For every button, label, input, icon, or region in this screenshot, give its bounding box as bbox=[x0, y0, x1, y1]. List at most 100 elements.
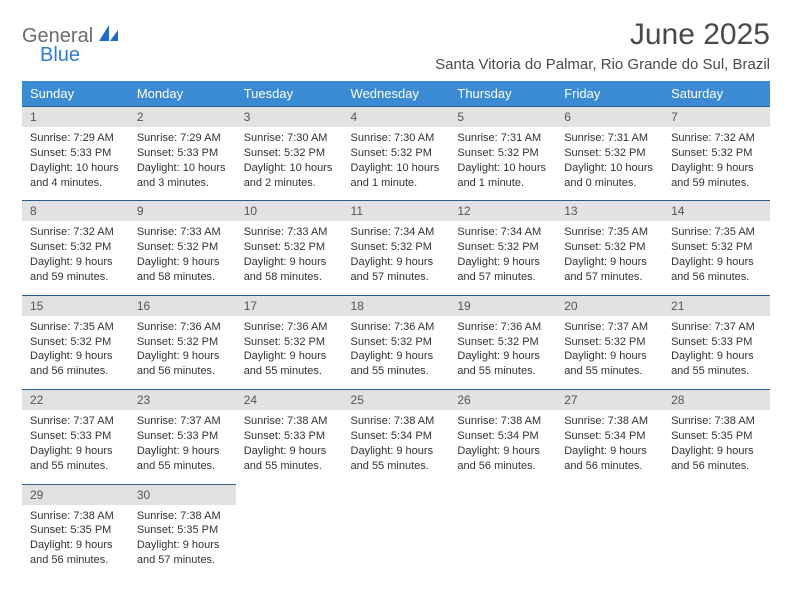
calendar-week-row: 29Sunrise: 7:38 AMSunset: 5:35 PMDayligh… bbox=[22, 484, 770, 578]
daylight-line: Daylight: 9 hours and 55 minutes. bbox=[351, 349, 442, 379]
calendar-day-cell: 23Sunrise: 7:37 AMSunset: 5:33 PMDayligh… bbox=[129, 389, 236, 483]
calendar-week-row: 8Sunrise: 7:32 AMSunset: 5:32 PMDaylight… bbox=[22, 200, 770, 294]
daylight-line: Daylight: 9 hours and 55 minutes. bbox=[351, 444, 442, 474]
daylight-line: Daylight: 10 hours and 0 minutes. bbox=[564, 161, 655, 191]
sunrise-line: Sunrise: 7:33 AM bbox=[137, 225, 228, 240]
sunrise-line: Sunrise: 7:29 AM bbox=[30, 131, 121, 146]
daylight-line: Daylight: 9 hours and 56 minutes. bbox=[30, 349, 121, 379]
sunrise-line: Sunrise: 7:36 AM bbox=[457, 320, 548, 335]
sunrise-line: Sunrise: 7:31 AM bbox=[457, 131, 548, 146]
sunrise-line: Sunrise: 7:32 AM bbox=[30, 225, 121, 240]
weekday-header: Tuesday bbox=[236, 81, 343, 106]
daylight-line: Daylight: 9 hours and 55 minutes. bbox=[30, 444, 121, 474]
day-number: 7 bbox=[663, 106, 770, 127]
calendar-day-cell: 19Sunrise: 7:36 AMSunset: 5:32 PMDayligh… bbox=[449, 295, 556, 389]
calendar-day-cell bbox=[556, 484, 663, 578]
sunset-line: Sunset: 5:32 PM bbox=[351, 146, 442, 161]
sunrise-line: Sunrise: 7:32 AM bbox=[671, 131, 762, 146]
sunrise-line: Sunrise: 7:35 AM bbox=[30, 320, 121, 335]
day-number: 20 bbox=[556, 295, 663, 316]
sunrise-line: Sunrise: 7:35 AM bbox=[564, 225, 655, 240]
day-details: Sunrise: 7:38 AMSunset: 5:35 PMDaylight:… bbox=[663, 410, 770, 483]
daylight-line: Daylight: 10 hours and 4 minutes. bbox=[30, 161, 121, 191]
daylight-line: Daylight: 9 hours and 56 minutes. bbox=[564, 444, 655, 474]
calendar-day-cell: 10Sunrise: 7:33 AMSunset: 5:32 PMDayligh… bbox=[236, 200, 343, 294]
calendar-day-cell: 16Sunrise: 7:36 AMSunset: 5:32 PMDayligh… bbox=[129, 295, 236, 389]
calendar-day-cell bbox=[343, 484, 450, 578]
sunrise-line: Sunrise: 7:36 AM bbox=[351, 320, 442, 335]
sunrise-line: Sunrise: 7:38 AM bbox=[351, 414, 442, 429]
logo-word-blue: Blue bbox=[22, 45, 120, 65]
daylight-line: Daylight: 9 hours and 56 minutes. bbox=[30, 538, 121, 568]
calendar-day-cell: 17Sunrise: 7:36 AMSunset: 5:32 PMDayligh… bbox=[236, 295, 343, 389]
calendar-week-row: 22Sunrise: 7:37 AMSunset: 5:33 PMDayligh… bbox=[22, 389, 770, 483]
day-number: 21 bbox=[663, 295, 770, 316]
sunrise-line: Sunrise: 7:31 AM bbox=[564, 131, 655, 146]
calendar-day-cell: 9Sunrise: 7:33 AMSunset: 5:32 PMDaylight… bbox=[129, 200, 236, 294]
day-details: Sunrise: 7:30 AMSunset: 5:32 PMDaylight:… bbox=[343, 127, 450, 200]
calendar-day-cell: 14Sunrise: 7:35 AMSunset: 5:32 PMDayligh… bbox=[663, 200, 770, 294]
day-details: Sunrise: 7:35 AMSunset: 5:32 PMDaylight:… bbox=[663, 221, 770, 294]
weekday-header: Sunday bbox=[22, 81, 129, 106]
day-number: 12 bbox=[449, 200, 556, 221]
daylight-line: Daylight: 9 hours and 56 minutes. bbox=[671, 255, 762, 285]
sunrise-line: Sunrise: 7:37 AM bbox=[671, 320, 762, 335]
sunrise-line: Sunrise: 7:35 AM bbox=[671, 225, 762, 240]
day-number: 24 bbox=[236, 389, 343, 410]
day-details: Sunrise: 7:35 AMSunset: 5:32 PMDaylight:… bbox=[22, 316, 129, 389]
daylight-line: Daylight: 9 hours and 57 minutes. bbox=[137, 538, 228, 568]
calendar-week-row: 1Sunrise: 7:29 AMSunset: 5:33 PMDaylight… bbox=[22, 106, 770, 200]
sunset-line: Sunset: 5:32 PM bbox=[564, 240, 655, 255]
day-details: Sunrise: 7:33 AMSunset: 5:32 PMDaylight:… bbox=[129, 221, 236, 294]
sunrise-line: Sunrise: 7:36 AM bbox=[244, 320, 335, 335]
calendar-day-cell: 15Sunrise: 7:35 AMSunset: 5:32 PMDayligh… bbox=[22, 295, 129, 389]
sunset-line: Sunset: 5:32 PM bbox=[30, 335, 121, 350]
day-details: Sunrise: 7:38 AMSunset: 5:35 PMDaylight:… bbox=[129, 505, 236, 578]
day-number: 25 bbox=[343, 389, 450, 410]
sunset-line: Sunset: 5:33 PM bbox=[244, 429, 335, 444]
sunset-line: Sunset: 5:33 PM bbox=[30, 429, 121, 444]
day-number: 28 bbox=[663, 389, 770, 410]
sunrise-line: Sunrise: 7:38 AM bbox=[457, 414, 548, 429]
day-number: 5 bbox=[449, 106, 556, 127]
sunrise-line: Sunrise: 7:30 AM bbox=[244, 131, 335, 146]
sunrise-line: Sunrise: 7:38 AM bbox=[30, 509, 121, 524]
calendar-day-cell: 2Sunrise: 7:29 AMSunset: 5:33 PMDaylight… bbox=[129, 106, 236, 200]
day-details: Sunrise: 7:32 AMSunset: 5:32 PMDaylight:… bbox=[663, 127, 770, 200]
day-number: 16 bbox=[129, 295, 236, 316]
sunset-line: Sunset: 5:32 PM bbox=[671, 146, 762, 161]
sunset-line: Sunset: 5:33 PM bbox=[137, 146, 228, 161]
day-details: Sunrise: 7:37 AMSunset: 5:33 PMDaylight:… bbox=[129, 410, 236, 483]
calendar-day-cell: 1Sunrise: 7:29 AMSunset: 5:33 PMDaylight… bbox=[22, 106, 129, 200]
location-subtitle: Santa Vitoria do Palmar, Rio Grande do S… bbox=[435, 56, 770, 73]
day-details: Sunrise: 7:31 AMSunset: 5:32 PMDaylight:… bbox=[449, 127, 556, 200]
day-details: Sunrise: 7:30 AMSunset: 5:32 PMDaylight:… bbox=[236, 127, 343, 200]
calendar-day-cell: 26Sunrise: 7:38 AMSunset: 5:34 PMDayligh… bbox=[449, 389, 556, 483]
calendar-day-cell: 30Sunrise: 7:38 AMSunset: 5:35 PMDayligh… bbox=[129, 484, 236, 578]
weekday-header: Wednesday bbox=[343, 81, 450, 106]
weekday-header: Monday bbox=[129, 81, 236, 106]
daylight-line: Daylight: 9 hours and 58 minutes. bbox=[137, 255, 228, 285]
sunset-line: Sunset: 5:34 PM bbox=[351, 429, 442, 444]
sunset-line: Sunset: 5:32 PM bbox=[351, 335, 442, 350]
day-number: 6 bbox=[556, 106, 663, 127]
weekday-header: Friday bbox=[556, 81, 663, 106]
day-details: Sunrise: 7:36 AMSunset: 5:32 PMDaylight:… bbox=[449, 316, 556, 389]
sunrise-line: Sunrise: 7:38 AM bbox=[137, 509, 228, 524]
title-block: June 2025 Santa Vitoria do Palmar, Rio G… bbox=[435, 18, 770, 73]
calendar-day-cell: 27Sunrise: 7:38 AMSunset: 5:34 PMDayligh… bbox=[556, 389, 663, 483]
daylight-line: Daylight: 9 hours and 55 minutes. bbox=[244, 349, 335, 379]
sunset-line: Sunset: 5:32 PM bbox=[564, 335, 655, 350]
sunrise-line: Sunrise: 7:37 AM bbox=[564, 320, 655, 335]
calendar-day-cell bbox=[449, 484, 556, 578]
calendar-day-cell: 28Sunrise: 7:38 AMSunset: 5:35 PMDayligh… bbox=[663, 389, 770, 483]
day-details: Sunrise: 7:34 AMSunset: 5:32 PMDaylight:… bbox=[343, 221, 450, 294]
sunset-line: Sunset: 5:32 PM bbox=[244, 146, 335, 161]
sunset-line: Sunset: 5:35 PM bbox=[671, 429, 762, 444]
daylight-line: Daylight: 9 hours and 57 minutes. bbox=[351, 255, 442, 285]
day-number: 30 bbox=[129, 484, 236, 505]
day-number: 15 bbox=[22, 295, 129, 316]
daylight-line: Daylight: 9 hours and 55 minutes. bbox=[457, 349, 548, 379]
daylight-line: Daylight: 9 hours and 58 minutes. bbox=[244, 255, 335, 285]
day-number: 29 bbox=[22, 484, 129, 505]
